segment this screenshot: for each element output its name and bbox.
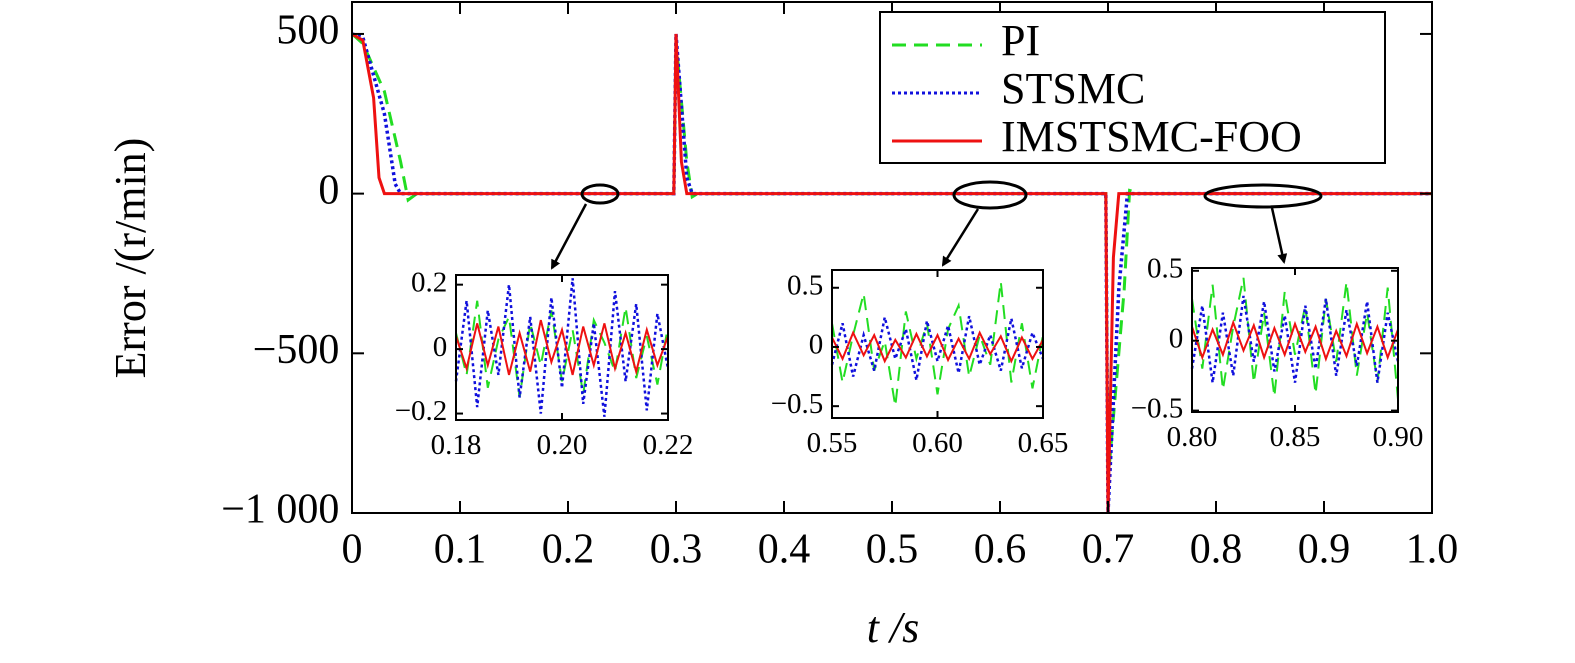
x-tick-label: 0.85	[1270, 421, 1321, 453]
legend-box	[879, 11, 1386, 164]
callout-arrow	[1270, 207, 1288, 264]
y-tick-label: 500	[276, 8, 339, 54]
series-line	[351, 32, 1432, 482]
series-line	[455, 300, 669, 398]
x-tick-label: 0.7	[1082, 527, 1135, 573]
x-tick-label: 0.9	[1298, 527, 1351, 573]
x-tick-label: 0.55	[807, 427, 858, 459]
y-tick-label: 0	[433, 331, 448, 363]
y-tick-label: −500	[253, 327, 340, 373]
legend-label: IMSTSMC-FOO	[1001, 112, 1302, 161]
x-tick-label: 0.1	[434, 527, 487, 573]
callout-arrow	[550, 203, 588, 270]
y-tick-label: 0	[809, 329, 824, 361]
series-line	[831, 281, 1044, 407]
x-tick-label: 0.4	[758, 527, 811, 573]
y-tick-label: −1 000	[221, 487, 339, 533]
legend-label: PI	[1001, 16, 1040, 65]
y-tick-label: −0.5	[1131, 392, 1184, 424]
x-axis-label: t /s	[867, 603, 920, 652]
y-tick-label: 0.5	[1147, 252, 1183, 284]
series-line	[831, 330, 1044, 364]
inset-background	[456, 275, 668, 420]
series-line	[1190, 295, 1400, 383]
x-tick-label: 0.18	[431, 429, 482, 461]
x-tick-label: 0.60	[912, 427, 963, 459]
x-tick-label: 0.6	[974, 527, 1027, 573]
x-tick-label: 0.5	[866, 527, 919, 573]
y-tick-label: 0.2	[411, 266, 447, 298]
y-tick-label: 0	[318, 167, 339, 213]
x-tick-label: 1.0	[1406, 527, 1459, 573]
callout-ellipse	[1203, 183, 1323, 209]
series-line	[1191, 277, 1399, 400]
y-axis-label: Error /(r/min)	[106, 138, 155, 379]
series-line	[1191, 319, 1399, 362]
x-tick-label: 0	[342, 527, 363, 573]
x-tick-label: 0.20	[537, 429, 588, 461]
series-line	[351, 32, 1432, 514]
callout-arrow	[941, 208, 980, 267]
callout-ellipse	[952, 180, 1028, 210]
inset-background	[1192, 268, 1398, 412]
callout-ellipse	[580, 183, 620, 205]
series-line	[454, 278, 670, 417]
legend-label: STSMC	[1001, 64, 1145, 113]
x-tick-label: 0.3	[650, 527, 703, 573]
x-tick-label: 0.80	[1167, 421, 1218, 453]
x-tick-label: 0.8	[1190, 527, 1243, 573]
inset-background	[832, 270, 1043, 418]
x-tick-label: 0.65	[1018, 427, 1069, 459]
y-tick-label: 0	[1169, 322, 1184, 354]
x-tick-label: 0.90	[1373, 421, 1424, 453]
y-tick-label: 0.5	[787, 269, 823, 301]
series-line	[455, 319, 669, 376]
x-tick-label: 0.22	[643, 429, 694, 461]
y-tick-label: −0.5	[771, 388, 824, 420]
series-line	[351, 32, 1432, 514]
y-tick-label: −0.2	[395, 395, 448, 427]
x-tick-label: 0.2	[542, 527, 595, 573]
